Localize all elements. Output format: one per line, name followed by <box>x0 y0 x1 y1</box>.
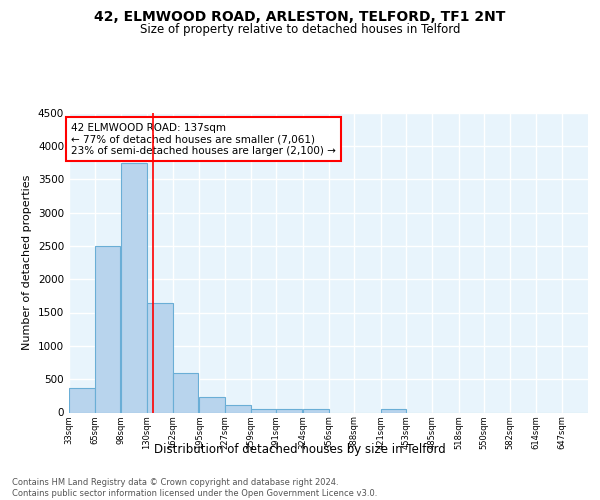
Bar <box>95 246 121 412</box>
Bar <box>225 405 251 412</box>
Text: Size of property relative to detached houses in Telford: Size of property relative to detached ho… <box>140 22 460 36</box>
Bar <box>199 396 225 412</box>
Bar <box>69 388 95 412</box>
Bar <box>173 372 199 412</box>
Bar <box>251 408 276 412</box>
Y-axis label: Number of detached properties: Number of detached properties <box>22 175 32 350</box>
Bar <box>303 409 329 412</box>
Bar <box>276 409 302 412</box>
Text: Distribution of detached houses by size in Telford: Distribution of detached houses by size … <box>154 442 446 456</box>
Text: 42 ELMWOOD ROAD: 137sqm
← 77% of detached houses are smaller (7,061)
23% of semi: 42 ELMWOOD ROAD: 137sqm ← 77% of detache… <box>71 122 336 156</box>
Bar <box>381 408 406 412</box>
Text: 42, ELMWOOD ROAD, ARLESTON, TELFORD, TF1 2NT: 42, ELMWOOD ROAD, ARLESTON, TELFORD, TF1… <box>94 10 506 24</box>
Text: Contains HM Land Registry data © Crown copyright and database right 2024.
Contai: Contains HM Land Registry data © Crown c… <box>12 478 377 498</box>
Bar <box>121 162 147 412</box>
Bar <box>147 303 173 412</box>
